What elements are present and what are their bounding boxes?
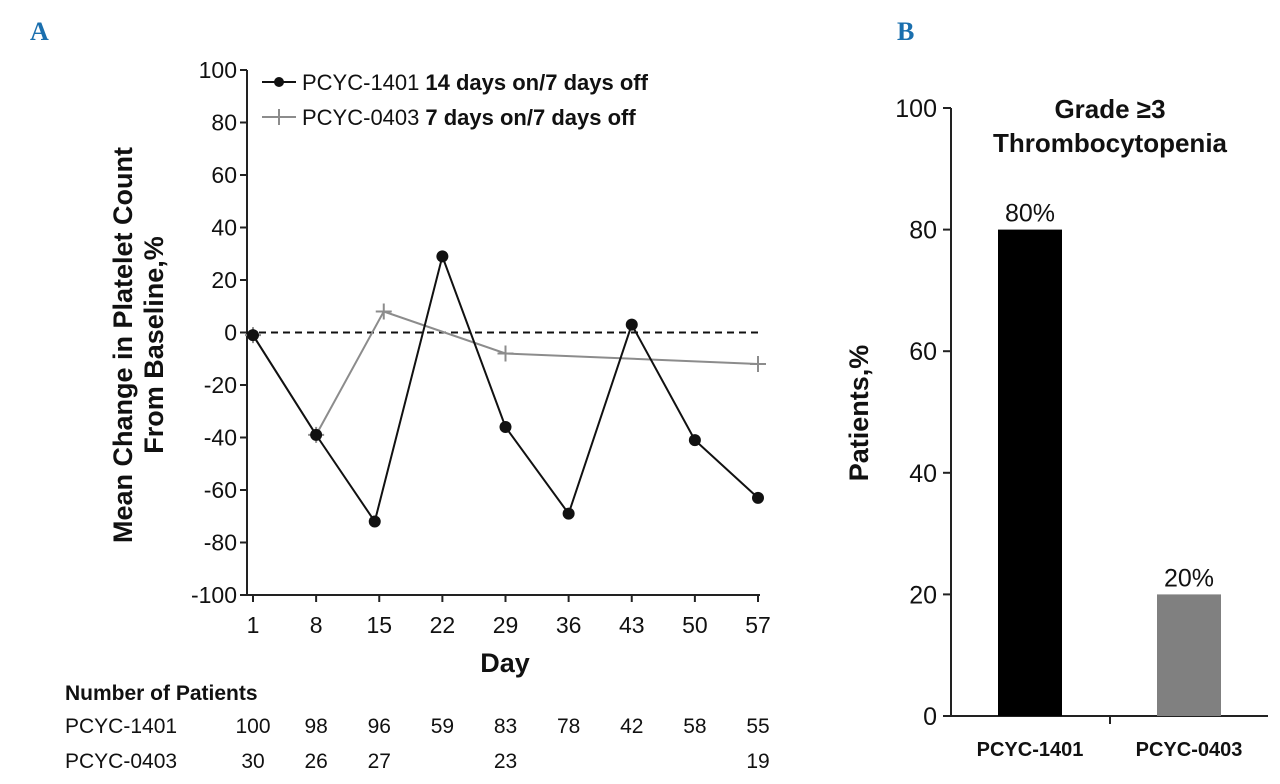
y-axis-title-line-1-text: Mean Change in Platelet Count [108,147,138,543]
line-chart-x-tick-label: 43 [619,612,645,638]
data-point-pcyc-1401 [688,434,701,447]
patients-table-cell: 55 [746,715,769,738]
line-chart-x-tick-label: 15 [366,612,392,638]
line-chart-y-tick-label: 20 [211,267,237,293]
data-point-pcyc-1401 [752,491,764,504]
patients-table-cell: 83 [494,715,517,738]
patients-row-label-pcyc-1401: PCYC-1401 [65,715,177,738]
legend-series-name-pcyc-1401: PCYC-1401 [302,70,419,95]
bar-pcyc-1401 [998,229,1062,716]
legend-series-schedule-pcyc-1401: 14 days on/7 days off [425,70,648,95]
bar-chart-title-line-1: Grade ≥3 [1054,94,1165,124]
patients-table: Number of Patients PCYC-1401 PCYC-0403 1… [65,682,770,773]
line-chart-y-tick-label: 60 [211,162,237,188]
patients-table-cell: 78 [557,715,580,738]
legend-series-schedule-pcyc-0403: 7 days on/7 days off [425,105,636,130]
line-chart-y-ticks: 100 80 60 40 20 0 -20 -40 -60 -80 -100 [191,57,247,608]
line-chart-x-tick-label: 29 [493,612,519,638]
patients-table-heading: Number of Patients [65,682,258,705]
line-chart-y-tick-label: 0 [224,320,237,346]
line-chart-x-tick-label: 57 [745,612,771,638]
line-chart-x-tick-label: 8 [310,612,323,638]
bar-value-label-pcyc-1401: 80% [1005,200,1055,228]
bar-chart-y-ticks: 0 20 40 60 80 100 [895,95,951,731]
data-point-pcyc-1401 [562,507,575,520]
bar-chart-bars: 80% PCYC-1401 20% PCYC-0403 [977,200,1243,761]
line-chart-y-tick-label: -100 [191,582,237,608]
patients-table-cell: 42 [620,715,643,738]
patients-table-cell: 58 [683,715,706,738]
y-axis-title-line-2-text: From Baseline,% [139,236,169,454]
line-chart-x-tick-label: 1 [247,612,260,638]
line-chart-y-tick-label: -20 [204,372,237,398]
line-chart-y-tick-label: -40 [204,425,237,451]
line-chart-x-axis-title: Day [480,648,530,678]
bar-chart-y-tick-label: 40 [909,460,937,488]
line-chart-y-tick-label: -80 [204,530,237,556]
bar-chart-y-tick-label: 80 [909,217,937,245]
bar-chart-y-tick-label: 20 [909,581,937,609]
line-chart-y-tick-label: 40 [211,215,237,241]
line-chart-y-tick-label: 80 [211,110,237,136]
line-chart-legend: PCYC-1401 14 days on/7 days off PCYC-0403… [262,70,649,130]
legend-label-pcyc-0403: PCYC-0403 7 days on/7 days off [302,105,636,130]
patients-table-cell: 59 [431,715,454,738]
patients-table-cell: 23 [494,750,517,773]
line-chart-series [245,250,766,528]
legend-series-name-pcyc-0403: PCYC-0403 [302,105,419,130]
line-chart-y-tick-label: 100 [199,57,237,83]
bar-value-label-pcyc-0403: 20% [1164,564,1214,592]
patients-table-cell: 30 [241,750,264,773]
legend-entry-pcyc-1401: PCYC-1401 14 days on/7 days off [262,70,649,95]
data-point-pcyc-0403 [375,303,392,320]
line-chart-x-tick-label: 36 [556,612,582,638]
bar-chart-panel: Grade ≥3 Thrombocytopenia Patients,% 0 20… [844,94,1268,761]
data-point-pcyc-1401 [247,329,259,342]
legend-entry-pcyc-0403: PCYC-0403 7 days on/7 days off [262,105,636,130]
legend-swatch-marker-pcyc-1401 [274,77,284,87]
patients-table-cell: 27 [368,750,391,773]
patients-table-cells: 100 98 96 59 83 78 42 58 55 30 26 27 23 19 [235,715,769,773]
patients-table-cell: 98 [304,715,327,738]
patients-table-cell: 19 [746,750,769,773]
bar-chart-y-tick-label: 60 [909,338,937,366]
data-point-pcyc-1401 [625,318,638,331]
patients-row-label-pcyc-0403: PCYC-0403 [65,750,177,773]
line-chart-y-tick-label: -60 [204,477,237,503]
bar-pcyc-0403 [1157,594,1221,716]
patients-table-cell: 26 [304,750,327,773]
line-chart-x-ticks: 1 8 15 22 29 36 43 50 57 [247,595,771,638]
data-point-pcyc-1401 [499,421,512,433]
bar-category-label-pcyc-0403: PCYC-0403 [1136,739,1243,761]
data-point-pcyc-0403 [750,356,766,372]
patients-table-cell: 96 [368,715,391,738]
bar-category-label-pcyc-1401: PCYC-1401 [977,739,1084,761]
bar-chart-title-line-2: Thrombocytopenia [993,128,1228,158]
data-point-pcyc-1401 [310,428,323,441]
data-point-pcyc-1401 [436,250,449,263]
line-chart-x-tick-label: 22 [430,612,456,638]
panel-label-b: B [897,17,914,46]
bar-chart-y-tick-label: 100 [895,95,937,123]
legend-label-pcyc-1401: PCYC-1401 14 days on/7 days off [302,70,649,95]
data-point-pcyc-1401 [368,515,381,528]
bar-chart-y-axis-title: Patients,% [844,345,874,482]
data-point-pcyc-0403 [497,345,514,362]
series-line-pcyc-1401 [252,253,759,524]
panel-label-a: A [30,17,49,46]
line-chart-x-tick-label: 50 [682,612,708,638]
line-chart-panel: 100 80 60 40 20 0 -20 -40 -60 -80 -100 1 8 15 22 29 36 4… [65,57,771,773]
bar-chart-y-tick-label: 0 [923,703,937,731]
patients-table-cell: 100 [235,715,270,738]
